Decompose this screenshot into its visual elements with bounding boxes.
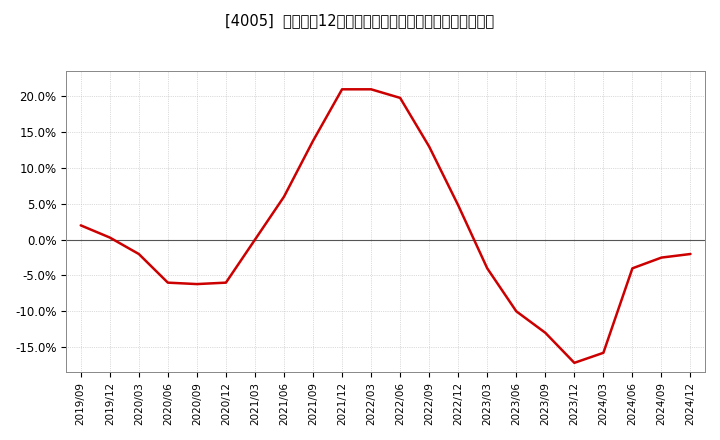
Text: [4005]  売上高の12か月移動合計の対前年同期増減率の推移: [4005] 売上高の12か月移動合計の対前年同期増減率の推移: [225, 13, 495, 28]
